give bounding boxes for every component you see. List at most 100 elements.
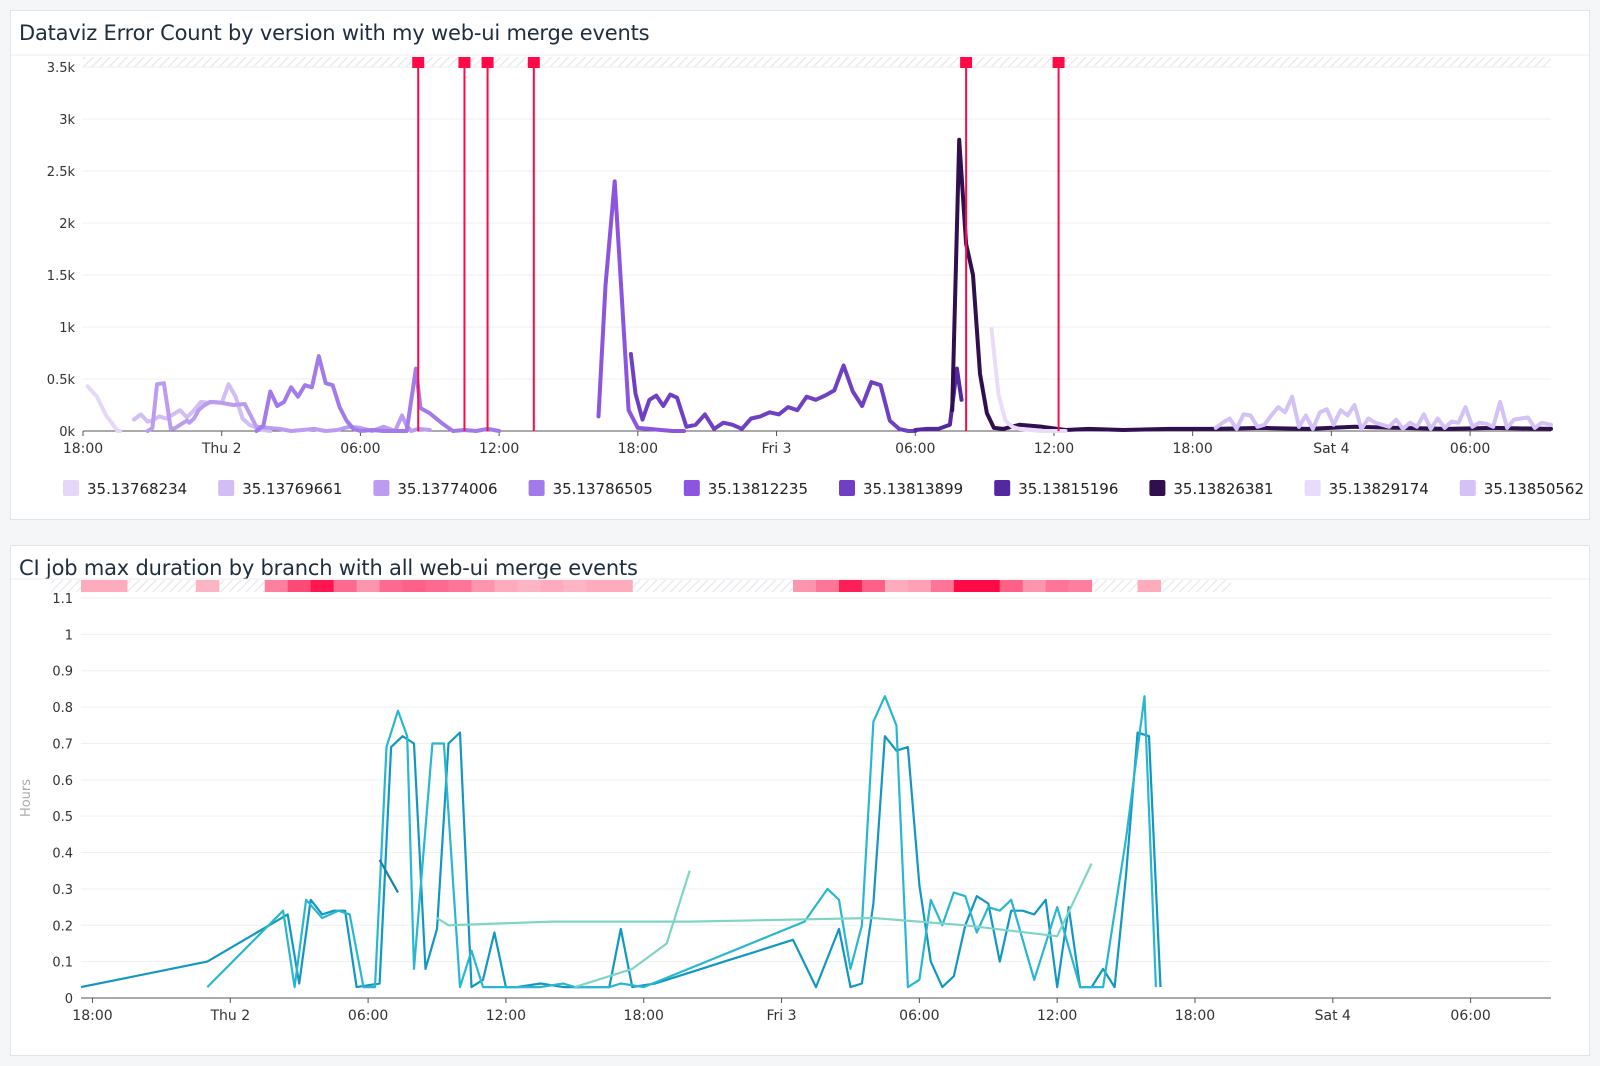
x-tick-label: 18:00 bbox=[63, 441, 103, 457]
x-tick-label: 12:00 bbox=[1034, 441, 1074, 457]
event-heat-cell bbox=[402, 580, 427, 592]
legend-swatch bbox=[218, 480, 235, 496]
y-tick-label: 0.6 bbox=[52, 774, 73, 789]
legend-swatch bbox=[373, 480, 390, 496]
ci-duration-panel: CI job max duration by branch with all w… bbox=[10, 545, 1590, 1056]
series-line-35.13826381 bbox=[950, 137, 1553, 432]
x-tick-label: 06:00 bbox=[899, 1008, 939, 1024]
event-heat-cell bbox=[264, 580, 289, 592]
series-line-35.13829174 bbox=[989, 327, 1068, 433]
x-tick-label: 18:00 bbox=[618, 441, 658, 457]
event-heat-cell bbox=[333, 580, 358, 592]
legend-label: 35.13768234 bbox=[87, 480, 187, 498]
y-tick-label: 0 bbox=[65, 992, 73, 1007]
series-line-35.13768234 bbox=[85, 384, 122, 433]
y-tick-label: 0.1 bbox=[52, 956, 73, 971]
y-tick-label: 2k bbox=[59, 217, 75, 232]
event-heat-cell bbox=[1137, 580, 1162, 592]
x-tick-label: 06:00 bbox=[1450, 441, 1490, 457]
event-heat-cell bbox=[195, 580, 220, 592]
series-line-35.13786505 bbox=[254, 354, 502, 433]
event-heat-cell bbox=[1068, 580, 1093, 592]
event-heat-cell bbox=[103, 580, 128, 592]
event-heat-cell bbox=[586, 580, 610, 592]
y-tick-label: 1.5k bbox=[47, 269, 76, 284]
event-marker-flag bbox=[458, 57, 471, 68]
legend-swatch bbox=[1149, 480, 1166, 496]
y-tick-label: 3k bbox=[59, 113, 75, 128]
y-tick-label: 0.5 bbox=[52, 810, 73, 825]
series-line-0 bbox=[80, 731, 1162, 989]
y-tick-label: 3.5k bbox=[47, 61, 76, 76]
y-tick-label: 0.8 bbox=[52, 701, 73, 716]
y-tick-label: 1.1 bbox=[52, 592, 73, 607]
legend-swatch bbox=[839, 480, 855, 496]
legend-swatch bbox=[528, 480, 545, 496]
x-tick-label: 18:00 bbox=[72, 1008, 112, 1024]
legend-label: 35.13829174 bbox=[1329, 480, 1429, 498]
ci-duration-chart[interactable]: 0 0.1 0.2 0.3 0.4 0.5 0.6 0.7 0.8 0.9 1 1.1 Hours 18:… bbox=[11, 546, 1589, 1055]
x-tick-label: 18:00 bbox=[1175, 1008, 1215, 1024]
event-heat-cell bbox=[494, 580, 518, 592]
x-tick-label: Sat 4 bbox=[1313, 441, 1349, 457]
event-heat-cell bbox=[563, 580, 587, 592]
x-tick-label: 06:00 bbox=[895, 441, 935, 457]
event-heat-cell bbox=[471, 580, 495, 592]
y-tick-label: 0.4 bbox=[52, 847, 73, 862]
y-tick-label: 0.5k bbox=[47, 373, 76, 388]
legend-swatch bbox=[994, 480, 1011, 496]
y-tick-label: 0k bbox=[59, 425, 75, 440]
event-heat-cell bbox=[379, 580, 404, 592]
event-marker-flag bbox=[1052, 57, 1065, 68]
legend-label: 35.13813899 bbox=[863, 480, 963, 498]
event-heat-cell bbox=[81, 580, 105, 592]
panel-title: CI job max duration by branch with all w… bbox=[19, 556, 638, 580]
series-line-35.13813899 bbox=[628, 352, 918, 433]
legend-swatch bbox=[683, 480, 700, 496]
event-heat-cell bbox=[930, 580, 955, 592]
event-heat-cell bbox=[540, 580, 564, 592]
x-tick-label: 06:00 bbox=[348, 1008, 388, 1024]
x-tick-label: Fri 3 bbox=[767, 1008, 797, 1024]
y-tick-label: 1k bbox=[59, 321, 75, 336]
event-heat-cell bbox=[953, 580, 978, 592]
series-line-3 bbox=[574, 870, 691, 989]
event-heat-cell bbox=[999, 580, 1024, 592]
event-band bbox=[83, 57, 1551, 67]
x-tick-label: 06:00 bbox=[1450, 1008, 1490, 1024]
y-tick-label: 0.2 bbox=[52, 919, 73, 934]
series-line-4 bbox=[378, 859, 399, 894]
event-heat-cell bbox=[907, 580, 932, 592]
x-tick-label: 18:00 bbox=[1172, 441, 1212, 457]
legend-label: 35.13769661 bbox=[242, 480, 342, 498]
legend-label: 35.13850562 bbox=[1484, 480, 1584, 498]
series-line-35.13815196 bbox=[913, 366, 964, 432]
event-heat-cell bbox=[609, 580, 633, 592]
event-heat-cell bbox=[816, 580, 840, 592]
x-tick-label: 18:00 bbox=[624, 1008, 664, 1024]
y-tick-label: 0.7 bbox=[52, 737, 73, 752]
event-heat-cell bbox=[976, 580, 1001, 592]
y-tick-label: 0.9 bbox=[52, 665, 73, 680]
event-marker-flag bbox=[960, 57, 973, 68]
y-axis-label: Hours bbox=[19, 779, 34, 817]
x-tick-label: 12:00 bbox=[486, 1008, 526, 1024]
event-marker-flag bbox=[527, 57, 540, 68]
legend-label: 35.13812235 bbox=[708, 480, 808, 498]
legend-label: 35.13826381 bbox=[1173, 480, 1273, 498]
event-heat-cell bbox=[356, 580, 381, 592]
event-heat-cell bbox=[884, 580, 909, 592]
x-tick-label: Thu 2 bbox=[209, 1008, 250, 1024]
x-tick-label: 12:00 bbox=[1037, 1008, 1077, 1024]
event-marker-flag bbox=[481, 57, 494, 68]
event-heat-cell bbox=[838, 580, 863, 592]
error-count-chart[interactable]: 0k 0.5k 1k 1.5k 2k 2.5k 3k 3.5k 18:00 Thu 2 06:00 1… bbox=[11, 11, 1589, 519]
series-line-2 bbox=[436, 863, 1093, 938]
series-line-1 bbox=[206, 695, 1157, 989]
series-line-35.13812235 bbox=[596, 179, 687, 433]
series-line-35.13850562 bbox=[1213, 394, 1553, 431]
event-heat-cell bbox=[310, 580, 335, 592]
x-tick-label: Fri 3 bbox=[762, 441, 792, 457]
event-heat-cell bbox=[1045, 580, 1070, 592]
panel-title: Dataviz Error Count by version with my w… bbox=[19, 21, 650, 45]
